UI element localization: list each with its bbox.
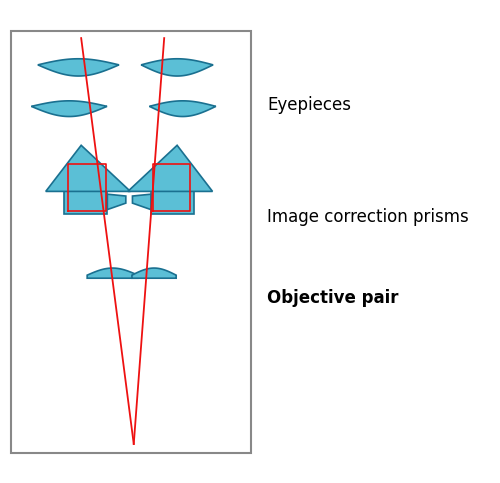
Polygon shape [132, 268, 176, 278]
Polygon shape [128, 145, 212, 191]
Text: Image correction prisms: Image correction prisms [268, 208, 469, 226]
Polygon shape [32, 101, 107, 116]
Bar [64, 191, 108, 214]
Polygon shape [150, 101, 216, 116]
Polygon shape [108, 194, 126, 210]
Polygon shape [38, 59, 119, 76]
Text: Objective pair: Objective pair [268, 289, 399, 307]
Polygon shape [46, 145, 130, 191]
Bar [151, 191, 194, 214]
Polygon shape [141, 59, 213, 76]
Polygon shape [87, 268, 138, 278]
Polygon shape [132, 194, 151, 210]
Bar [11, 31, 251, 453]
Text: Eyepieces: Eyepieces [268, 96, 351, 114]
